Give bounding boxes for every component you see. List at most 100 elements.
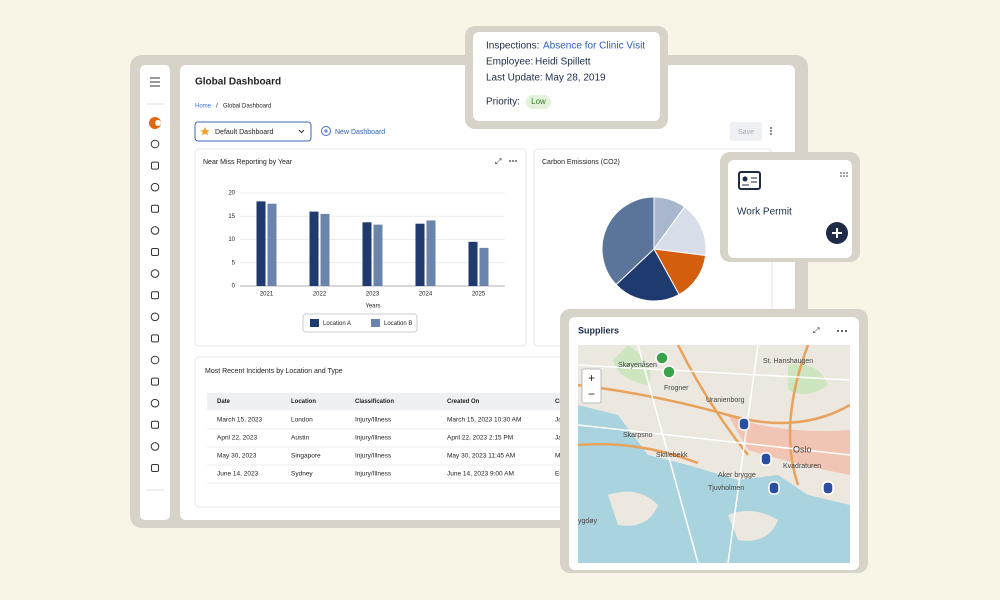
map-label: Tjuvholmen (708, 485, 744, 492)
bar (256, 201, 266, 286)
kebab[interactable] (770, 127, 772, 135)
map-label: Skøyenåsen (618, 361, 657, 369)
table-cell: London (291, 417, 313, 424)
parks (613, 345, 828, 394)
table-cell: Sydney (291, 471, 313, 478)
map: Skøyenåsen Frogner St. Hanshaugen Uranie… (578, 345, 850, 563)
table-cell: April 22, 2023 2:15 PM (447, 435, 513, 442)
card-menu[interactable] (509, 160, 517, 162)
supplier-marker[interactable] (822, 481, 834, 495)
table-cell: June 14, 2023 9:00 AM (447, 471, 514, 478)
zoom-out[interactable]: − (588, 387, 595, 401)
table-cell: March 15, 2023 (217, 417, 263, 424)
map-label: Skillebekk (656, 452, 688, 459)
bar-title: Near Miss Reporting by Year (203, 159, 293, 166)
priority-label: Priority: (486, 97, 520, 108)
map-label: Uranienborg (706, 397, 745, 404)
x-tick-label: 2023 (366, 292, 380, 298)
x-tick-label: 2024 (419, 292, 433, 298)
y-tick-label: 5 (232, 260, 236, 266)
nav-icon[interactable] (150, 139, 160, 149)
nav-icon[interactable] (150, 398, 160, 408)
sidebar (140, 65, 170, 520)
nav-icon[interactable] (151, 204, 159, 213)
nav-icon[interactable] (150, 226, 160, 235)
table-cell: May 30, 2023 (217, 453, 257, 460)
page-title: Global Dashboard (195, 77, 281, 88)
nav-icon[interactable] (150, 182, 160, 192)
expand-icon[interactable]: ⤢ (494, 157, 501, 166)
map-label: Skarpsno (623, 432, 653, 439)
bar (267, 203, 277, 286)
suppliers-title: Suppliers (578, 325, 619, 335)
menu-icon[interactable] (150, 77, 160, 87)
bar (373, 224, 383, 286)
water (578, 405, 850, 563)
y-tick-label: 20 (228, 191, 235, 197)
chevron (298, 129, 305, 134)
sidebar-icons (146, 77, 164, 491)
logo-cut (155, 120, 161, 126)
streets (578, 345, 850, 563)
permit-icon (738, 171, 761, 190)
breadcrumb-link[interactable]: Home (195, 104, 212, 110)
map-label: Aker brygge (718, 472, 756, 479)
dashboard-select[interactable] (194, 121, 312, 142)
supplier-marker[interactable] (760, 452, 772, 466)
bar (320, 213, 330, 286)
suppliers-menu[interactable] (837, 330, 847, 332)
table-cell: June 14, 2023 (217, 471, 259, 478)
permit-add-plus (832, 228, 842, 238)
nav-icon[interactable] (151, 420, 159, 429)
zoom-in[interactable]: + (588, 371, 595, 385)
map-label: St. Hanshaugen (763, 358, 813, 365)
bar (468, 241, 478, 286)
nav-icon[interactable] (151, 464, 159, 472)
map-pin[interactable] (662, 365, 676, 379)
nav-icon[interactable] (151, 291, 159, 300)
column-header: Date (217, 399, 231, 405)
permit-grip[interactable] (840, 172, 848, 177)
nav-icon[interactable] (151, 248, 159, 256)
permit-icon-head (742, 176, 748, 182)
nav-icon[interactable] (151, 334, 159, 343)
x-axis-label: Years (365, 304, 380, 310)
nav-icon[interactable] (150, 269, 160, 278)
supplier-marker[interactable] (768, 481, 780, 495)
table-header (207, 393, 587, 410)
save-button[interactable] (730, 122, 762, 141)
bar (362, 222, 372, 286)
y-tick-label: 15 (228, 214, 235, 220)
permit-icon-lines (742, 177, 757, 186)
table-cell: Injury/Illness (355, 453, 392, 460)
y-tick-label: 10 (228, 237, 235, 243)
pie-slice (601, 196, 655, 286)
nav-icon[interactable] (150, 312, 160, 322)
nav-icon[interactable] (151, 161, 159, 170)
pie-title: Carbon Emissions (CO2) (542, 159, 620, 166)
legend (302, 313, 418, 333)
nav-icon[interactable] (150, 442, 160, 451)
pie-slice (615, 248, 680, 302)
bar (426, 220, 436, 286)
bar-card (194, 148, 527, 347)
suppliers-expand[interactable]: ⤢ (812, 326, 819, 335)
dashboard-select-label: Default Dashboard (215, 129, 273, 136)
add-icon-plus (324, 129, 328, 133)
map-label: ygdøy (578, 518, 598, 525)
nav-icon[interactable] (151, 377, 159, 386)
supplier-marker[interactable] (738, 417, 750, 431)
y-tick-label: 0 (232, 284, 236, 290)
nav-icon[interactable] (150, 355, 160, 365)
table-cell: April 22, 2023 (217, 435, 257, 442)
column-header: Location (291, 399, 316, 405)
table-cell: Injury/Illness (355, 435, 392, 442)
map-pin[interactable] (655, 351, 669, 365)
breadcrumb-current: Global Dashboard (223, 104, 271, 110)
new-dashboard[interactable]: New Dashboard (335, 129, 385, 136)
inspections-value[interactable]: Absence for Clinic Visit (543, 41, 645, 52)
map-label: Oslo (793, 444, 812, 454)
table-cell: Injury/Illness (355, 471, 392, 478)
x-tick-label: 2025 (472, 292, 486, 298)
